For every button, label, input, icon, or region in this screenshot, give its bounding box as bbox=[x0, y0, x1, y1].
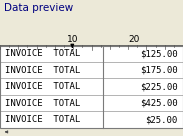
Text: $25.00: $25.00 bbox=[145, 115, 178, 124]
Text: $425.00: $425.00 bbox=[140, 99, 178, 108]
Text: $125.00: $125.00 bbox=[140, 49, 178, 58]
Text: 10: 10 bbox=[67, 35, 78, 44]
Text: 20: 20 bbox=[128, 35, 139, 44]
Text: INVOICE  TOTAL: INVOICE TOTAL bbox=[5, 115, 81, 124]
Text: INVOICE  TOTAL: INVOICE TOTAL bbox=[5, 82, 81, 91]
Text: INVOICE  TOTAL: INVOICE TOTAL bbox=[5, 99, 81, 108]
Text: INVOICE  TOTAL: INVOICE TOTAL bbox=[5, 49, 81, 58]
FancyBboxPatch shape bbox=[0, 29, 183, 45]
Text: $225.00: $225.00 bbox=[140, 82, 178, 91]
Text: $175.00: $175.00 bbox=[140, 66, 178, 75]
Text: INVOICE  TOTAL: INVOICE TOTAL bbox=[5, 66, 81, 75]
FancyBboxPatch shape bbox=[0, 46, 183, 128]
Text: Data preview: Data preview bbox=[4, 3, 73, 13]
